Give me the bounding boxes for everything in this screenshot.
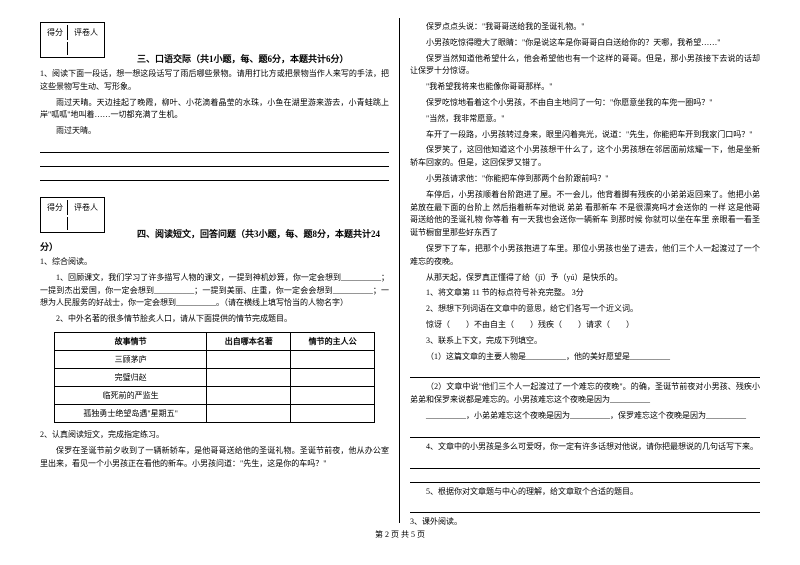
- table-row: 孤独勇士绝望岛遇"星期五": [54, 404, 374, 422]
- q4-2-para: 保罗在圣诞节前夕收到了一辆新轿车，是他哥哥送给他的圣诞礼物。圣诞节前夜，他从办公…: [40, 445, 389, 471]
- p10: 车停后，小男孩顺着台阶跑进了屋。不一会儿，他背着脚有残疾的小弟弟返回来了。他把小…: [410, 189, 760, 240]
- q3: 3、课外阅读。: [410, 516, 760, 529]
- cell: 完璧归赵: [54, 368, 206, 386]
- reviewer-label: 评卷人: [70, 25, 102, 40]
- p2: 小男孩吃惊得瞪大了眼睛："你是说这车是你哥哥白白送给你的？天哪，我希望……": [410, 37, 760, 50]
- score-label: 得分: [43, 200, 68, 215]
- q4-1-para: 1、回顾课文，我们学习了许多描写人物的课文，一提到神机妙算，你一定会想到____…: [40, 272, 389, 310]
- story-table: 故事情节 出自哪本名著 情节的主人公 三顾茅庐 完璧归赵 临死前的严监生 孤独勇…: [54, 332, 375, 423]
- p5: 保罗吃惊地看着这个小男孩，不由自主地问了一句："你愿意坐我的车兜一圈吗？": [410, 97, 760, 110]
- p1: 保罗点点头说："我哥哥送给我的圣诞礼物。": [410, 21, 760, 34]
- th-book: 出自哪本名著: [207, 332, 291, 350]
- score-label: 得分: [43, 25, 68, 40]
- q1-intro: 1、阅读下面一段话，想一想这段话写了雨后哪些景物。请用打比方或把景物当作人来写的…: [40, 68, 389, 94]
- t1: 1、将文章第 11 节的标点符号补充完整。 3分: [410, 287, 760, 300]
- score-box-4: 得分 评卷人: [40, 197, 105, 233]
- blank-line: [40, 141, 389, 153]
- left-column: 得分 评卷人 三、口语交际（共1小题，每、题6分，本题共计6分） 1、阅读下面一…: [30, 18, 400, 523]
- blank-line: [40, 169, 389, 181]
- p8: 保罗笑了，这回他知道这个小男孩想干什么了，这个小男孩想在邻居面前炫耀一下，他是坐…: [410, 144, 760, 170]
- q4-2: 2、认真阅读短文，完成指定练习。: [40, 429, 389, 442]
- t2: 2、想想下列词语在文章中的意思，给它们各写一个近义词。: [410, 303, 760, 316]
- table-row: 临死前的严监生: [54, 386, 374, 404]
- t2-words: 惊讶（ ）不由自主（ ）残疾（ ）请求（ ）: [410, 319, 760, 332]
- table-row: 完璧归赵: [54, 368, 374, 386]
- reviewer-label: 评卷人: [70, 200, 102, 215]
- blank-line: [40, 155, 389, 167]
- cell: 孤独勇士绝望岛遇"星期五": [54, 404, 206, 422]
- page-footer: 第 2 页 共 5 页: [30, 529, 770, 540]
- cell: 三顾茅庐: [54, 350, 206, 368]
- blank-line: [410, 471, 760, 483]
- th-plot: 故事情节: [54, 332, 206, 350]
- blank-line: [410, 457, 760, 469]
- p6: "当然，我非常愿意。": [410, 113, 760, 126]
- q1-prompt: 雨过天晴。: [40, 125, 389, 138]
- right-column: 保罗点点头说："我哥哥送给我的圣诞礼物。" 小男孩吃惊得瞪大了眼睛："你是说这车…: [400, 18, 770, 523]
- score-box-3: 得分 评卷人: [40, 22, 105, 58]
- p3: 保罗当然知道他希望什么，他会希望他也有一个这样的哥哥。但是，那小男孩接下去说的话…: [410, 53, 760, 79]
- t3-1: （1）这篇文章的主要人物是__________，他的美好愿望是_________…: [410, 351, 760, 364]
- t4: 4、文章中的小男孩是多么可爱呀，你一定有许多话想对他说，请你把最想说的几句话写下…: [410, 441, 760, 454]
- p12: 从那天起，保罗真正懂得了给（jǐ）予（yú）是快乐的。: [410, 272, 760, 285]
- section3-title: 三、口语交际（共1小题，每、题6分，本题共计6分）: [137, 54, 349, 64]
- t3-3: __________，小弟弟难忘这个夜晚是因为__________，保罗难忘这个…: [410, 410, 760, 423]
- p9: 小男孩请求他："你能把车停到那两个台阶跟前吗？": [410, 173, 760, 186]
- blank-line: [410, 501, 760, 513]
- t3-2: （2）文章中说"他们三个人一起渡过了一个难忘的夜晚"。的确，圣诞节前夜对小男孩、…: [410, 381, 760, 407]
- q4-1: 1、综合阅读。: [40, 256, 389, 269]
- blank-line: [410, 426, 760, 438]
- p11: 保罗下了车，把那个小男孩抱进了车里。那位小男孩也坐了进去，他们三个人一起渡过了一…: [410, 243, 760, 269]
- table-row: 三顾茅庐: [54, 350, 374, 368]
- blank-line: [410, 366, 760, 378]
- t3: 3、联系上下文，完成下列填空。: [410, 335, 760, 348]
- cell: 临死前的严监生: [54, 386, 206, 404]
- q4-1-2: 2、中外名著的很多情节脍炙人口，请从下面提供的情节完成题目。: [40, 313, 389, 326]
- p7: 车开了一段路，小男孩转过身来，眼里闪着亮光，说道："先生，你能把车开到我家门口吗…: [410, 129, 760, 142]
- p4: "我希望我将来也能像你哥哥那样。": [410, 81, 760, 94]
- t5: 5、根据你对文章题与中心的理解，给文章取个合适的题目。: [410, 486, 760, 499]
- th-char: 情节的主人公: [291, 332, 375, 350]
- q1-passage: 雨过天晴。天边挂起了晚霞，柳叶、小花滴着晶莹的水珠，小鱼在湖里游来游去，小青蛙跳…: [40, 97, 389, 123]
